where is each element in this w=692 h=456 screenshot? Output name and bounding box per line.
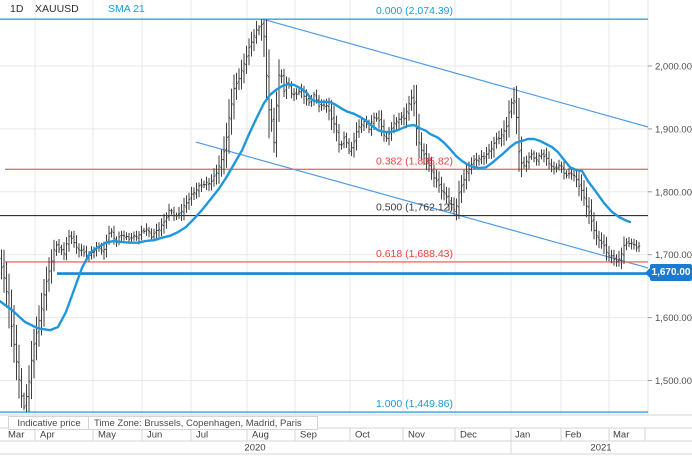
- indicative-price-label: Indicative price: [8, 416, 90, 430]
- fib-label: 0.618 (1,688.43): [376, 248, 453, 260]
- month-label: May: [98, 430, 116, 441]
- month-label: Aug: [252, 430, 269, 441]
- month-label: Dec: [460, 430, 477, 441]
- timezone-label: Time Zone: Brussels, Copenhagen, Madrid,…: [88, 416, 318, 430]
- month-label: Oct: [355, 430, 370, 441]
- month-label: Jun: [147, 430, 162, 441]
- month-label: Apr: [40, 430, 55, 441]
- y-axis-label: 1,600.00: [655, 313, 692, 324]
- channel-line[interactable]: [195, 141, 649, 269]
- year-label: 2021: [590, 443, 611, 454]
- month-label: Jan: [515, 430, 530, 441]
- y-axis-label: 1,700.00: [655, 250, 692, 261]
- y-axis-label: 1,800.00: [655, 187, 692, 198]
- month-label: Mar: [8, 430, 24, 441]
- channel-line[interactable]: [262, 18, 649, 128]
- price-badge: 1,670.00: [645, 264, 692, 281]
- fib-label: 0.382 (1,835.82): [376, 155, 453, 167]
- symbol-label[interactable]: XAUUSD: [35, 3, 79, 15]
- fib-label: 0.500 (1,762.12): [376, 202, 453, 214]
- indicator-label[interactable]: SMA 21: [108, 3, 145, 15]
- month-label: Nov: [408, 430, 425, 441]
- month-label: Sep: [300, 430, 317, 441]
- y-axis-label: 1,900.00: [655, 124, 692, 135]
- year-label: 2020: [244, 443, 265, 454]
- fib-label: 1.000 (1,449.86): [376, 398, 453, 410]
- sma-line[interactable]: [0, 83, 632, 332]
- month-label: Jul: [196, 430, 208, 441]
- month-label: Feb: [565, 430, 581, 441]
- month-label: Mar: [613, 430, 629, 441]
- y-axis-label: 2,000.00: [655, 62, 692, 73]
- price-badge-text: 1,670.00: [651, 267, 691, 278]
- y-axis-label: 1,500.00: [655, 376, 692, 387]
- fib-label: 0.000 (2,074.39): [376, 5, 453, 17]
- candlesticks[interactable]: [0, 19, 641, 412]
- timeframe-label[interactable]: 1D: [10, 3, 24, 15]
